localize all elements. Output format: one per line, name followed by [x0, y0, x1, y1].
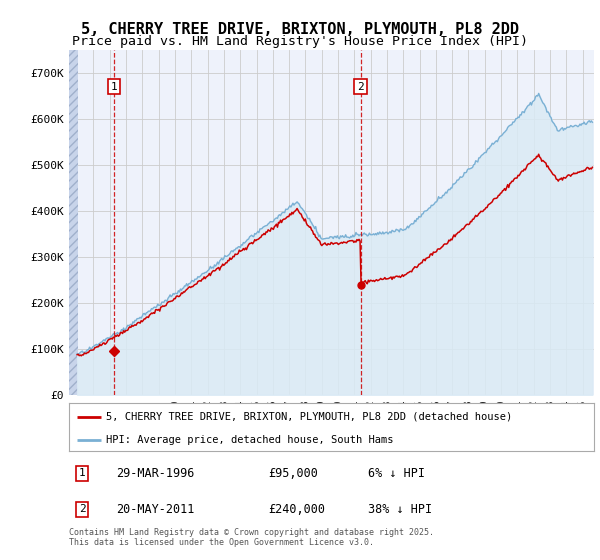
Text: Contains HM Land Registry data © Crown copyright and database right 2025.
This d: Contains HM Land Registry data © Crown c…: [69, 528, 434, 547]
Text: 29-MAR-1996: 29-MAR-1996: [116, 467, 194, 480]
Text: 5, CHERRY TREE DRIVE, BRIXTON, PLYMOUTH, PL8 2DD (detached house): 5, CHERRY TREE DRIVE, BRIXTON, PLYMOUTH,…: [106, 412, 512, 422]
Text: 20-MAY-2011: 20-MAY-2011: [116, 503, 194, 516]
Text: £95,000: £95,000: [269, 467, 319, 480]
Text: 38% ↓ HPI: 38% ↓ HPI: [368, 503, 433, 516]
Text: 1: 1: [79, 468, 86, 478]
Text: 6% ↓ HPI: 6% ↓ HPI: [368, 467, 425, 480]
Text: HPI: Average price, detached house, South Hams: HPI: Average price, detached house, Sout…: [106, 435, 393, 445]
Text: 2: 2: [357, 82, 364, 92]
Text: £240,000: £240,000: [269, 503, 325, 516]
Text: 1: 1: [110, 82, 117, 92]
Bar: [69, 50, 79, 395]
Text: 5, CHERRY TREE DRIVE, BRIXTON, PLYMOUTH, PL8 2DD: 5, CHERRY TREE DRIVE, BRIXTON, PLYMOUTH,…: [81, 22, 519, 38]
Text: Price paid vs. HM Land Registry's House Price Index (HPI): Price paid vs. HM Land Registry's House …: [72, 35, 528, 48]
Text: 2: 2: [79, 505, 86, 515]
